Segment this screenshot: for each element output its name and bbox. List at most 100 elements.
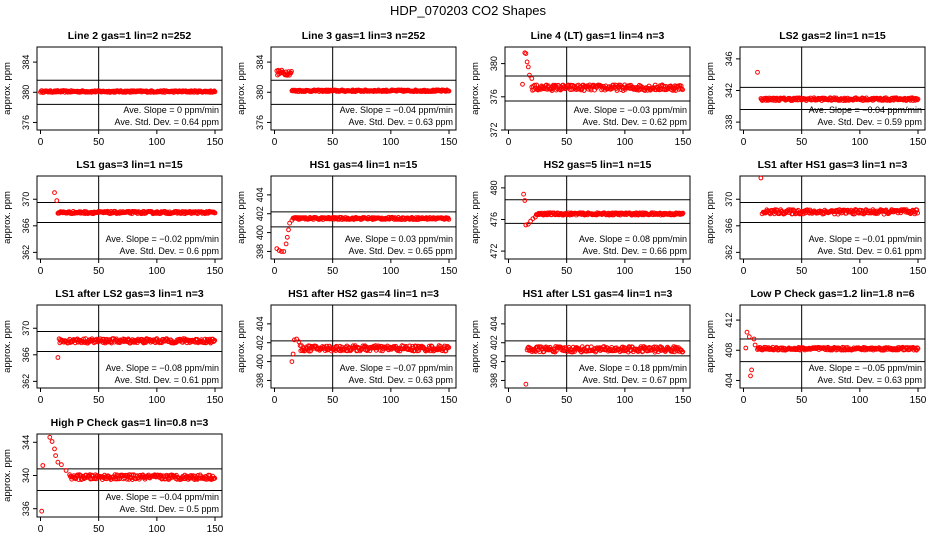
- y-tick-label: 342: [724, 83, 734, 98]
- data-point: [294, 336, 300, 342]
- y-tick-label: 362: [21, 245, 31, 260]
- x-tick-label: 150: [207, 137, 224, 148]
- data-point: [749, 367, 754, 373]
- panel-title: HS1 after HS2 gas=4 lin=1 n=3: [288, 288, 439, 300]
- y-axis-label: approx. ppm: [470, 191, 481, 244]
- x-tick-label: 100: [148, 395, 165, 406]
- data-point: [279, 249, 284, 254]
- y-tick-label: 376: [255, 115, 265, 130]
- y-tick-label: 380: [21, 85, 31, 100]
- y-tick-label: 376: [21, 115, 31, 130]
- x-tick-label: 150: [207, 524, 224, 535]
- x-tick-label: 150: [207, 395, 224, 406]
- panel-title: Line 4 (LT) gas=1 lin=4 n=3: [531, 30, 665, 42]
- y-axis-label: approx. ppm: [2, 320, 13, 373]
- y-axis-label: approx. ppm: [236, 191, 247, 244]
- chart-panel: LS1 after LS2 gas=3 lin=1 n=3 0 50 100 150 36…: [2, 288, 224, 406]
- x-tick-label: 100: [616, 137, 633, 148]
- y-axis-label: approx. ppm: [470, 62, 481, 115]
- y-tick-label: 412: [724, 313, 734, 328]
- chart-panel: LS2 gas=2 lin=1 n=15 0 50 100 150 338 342 346 ap…: [705, 30, 927, 148]
- x-tick-label: 0: [741, 137, 747, 148]
- chart-panel: HS1 after HS2 gas=4 lin=1 n=3 0 50 100 150 39…: [236, 288, 458, 406]
- chart-panel: LS1 gas=3 lin=1 n=15 0 50 100 150 362 366 370 ap…: [2, 159, 224, 277]
- chart-panel: HS1 after LS1 gas=4 lin=1 n=3 0 50 100 150 39…: [470, 288, 692, 406]
- data-point: [284, 234, 290, 240]
- data-point: [525, 64, 531, 70]
- y-tick-label: 366: [21, 218, 31, 233]
- data-point: [212, 338, 218, 343]
- plot-frame: [504, 304, 691, 389]
- data-point: [39, 508, 45, 514]
- data-point: [63, 468, 69, 473]
- x-tick-label: 0: [38, 395, 44, 406]
- x-tick-label: 150: [910, 266, 927, 277]
- x-tick-label: 0: [506, 137, 512, 148]
- slope-annotation: Ave. Slope = −0.04 ppm/min: [340, 105, 453, 115]
- y-tick-label: 380: [489, 56, 499, 71]
- y-axis-label: approx. ppm: [2, 191, 13, 244]
- x-tick-label: 0: [272, 137, 278, 148]
- data-point: [281, 249, 287, 254]
- x-tick-label: 50: [796, 395, 808, 406]
- data-point: [534, 82, 539, 88]
- y-tick-label: 362: [724, 245, 734, 260]
- panel-title: LS2 gas=2 lin=1 n=15: [779, 30, 886, 42]
- data-point: [523, 51, 529, 56]
- x-tick-label: 150: [910, 137, 927, 148]
- x-tick-label: 50: [796, 266, 808, 277]
- std-annotation: Ave. Std. Dev. = 0.63 ppm: [349, 375, 453, 385]
- data-point: [751, 336, 757, 342]
- data-point: [212, 89, 218, 95]
- x-tick-label: 0: [38, 524, 44, 535]
- y-tick-label: 336: [21, 501, 31, 516]
- std-annotation: Ave. Std. Dev. = 0.65 ppm: [349, 246, 453, 256]
- data-point: [291, 337, 297, 343]
- x-tick-label: 0: [272, 266, 278, 277]
- y-tick-label: 402: [255, 206, 265, 221]
- y-tick-label: 476: [489, 212, 499, 227]
- data-point: [289, 359, 295, 365]
- data-point: [286, 227, 291, 233]
- y-tick-label: 344: [21, 435, 31, 450]
- chart-panel: LS1 after HS1 gas=3 lin=1 n=3 0 50 100 150 36…: [705, 159, 927, 277]
- panel-title: LS1 gas=3 lin=1 n=15: [76, 159, 183, 171]
- x-tick-label: 0: [741, 266, 747, 277]
- x-tick-label: 0: [272, 395, 278, 406]
- data-point: [523, 381, 529, 387]
- x-tick-label: 0: [38, 266, 44, 277]
- panels: Line 2 gas=1 lin=2 n=252 0 50 100 150 376 380 3…: [2, 30, 927, 535]
- slope-annotation: Ave. Slope = −0.04 ppm/min: [809, 105, 922, 115]
- x-tick-label: 150: [441, 266, 458, 277]
- x-tick-label: 100: [382, 395, 399, 406]
- y-tick-label: 340: [21, 468, 31, 483]
- y-tick-label: 346: [724, 51, 734, 66]
- x-tick-label: 50: [327, 137, 339, 148]
- y-tick-label: 384: [255, 55, 265, 70]
- data-point: [915, 346, 921, 351]
- x-tick-label: 50: [561, 137, 573, 148]
- x-tick-label: 150: [910, 395, 927, 406]
- y-tick-label: 402: [255, 335, 265, 350]
- y-tick-label: 404: [489, 316, 499, 331]
- data-point: [523, 222, 529, 228]
- data-point: [59, 462, 64, 468]
- x-tick-label: 100: [851, 137, 868, 148]
- std-annotation: Ave. Std. Dev. = 0.61 ppm: [818, 246, 922, 256]
- x-tick-label: 100: [616, 266, 633, 277]
- x-tick-label: 150: [441, 395, 458, 406]
- data-point: [276, 248, 282, 253]
- chart-panel: HS2 gas=5 lin=1 n=15 0 50 100 150 472 476 480 ap…: [470, 159, 692, 277]
- plot-frame: [36, 46, 223, 131]
- data-point: [743, 345, 749, 351]
- x-tick-label: 0: [506, 266, 512, 277]
- data-point: [212, 210, 218, 216]
- x-tick-label: 50: [796, 137, 808, 148]
- x-tick-label: 50: [561, 395, 573, 406]
- data-point: [443, 348, 449, 354]
- panel-title: Low P Check gas=1.2 lin=1.8 n=6: [750, 288, 914, 300]
- data-point: [52, 446, 57, 452]
- x-tick-label: 150: [441, 137, 458, 148]
- y-tick-label: 404: [255, 187, 265, 202]
- x-tick-label: 50: [93, 524, 105, 535]
